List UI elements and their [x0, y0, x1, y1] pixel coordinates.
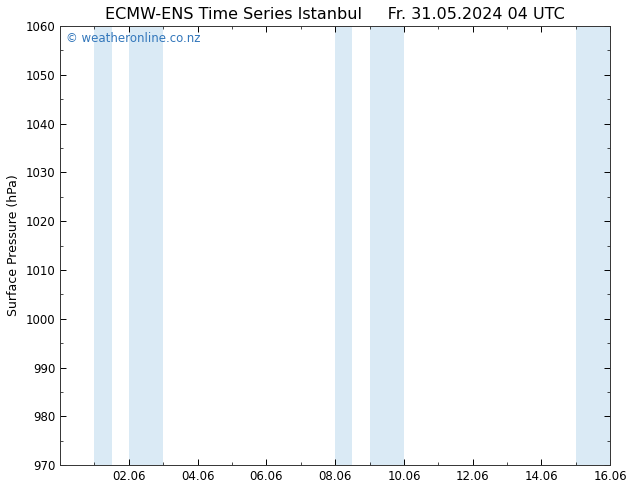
Text: © weatheronline.co.nz: © weatheronline.co.nz — [65, 32, 200, 46]
Bar — [576, 26, 611, 465]
Y-axis label: Surface Pressure (hPa): Surface Pressure (hPa) — [7, 174, 20, 317]
Bar — [370, 26, 404, 465]
Bar — [94, 26, 112, 465]
Bar — [335, 26, 353, 465]
Bar — [129, 26, 164, 465]
Title: ECMW-ENS Time Series Istanbul     Fr. 31.05.2024 04 UTC: ECMW-ENS Time Series Istanbul Fr. 31.05.… — [105, 7, 565, 22]
